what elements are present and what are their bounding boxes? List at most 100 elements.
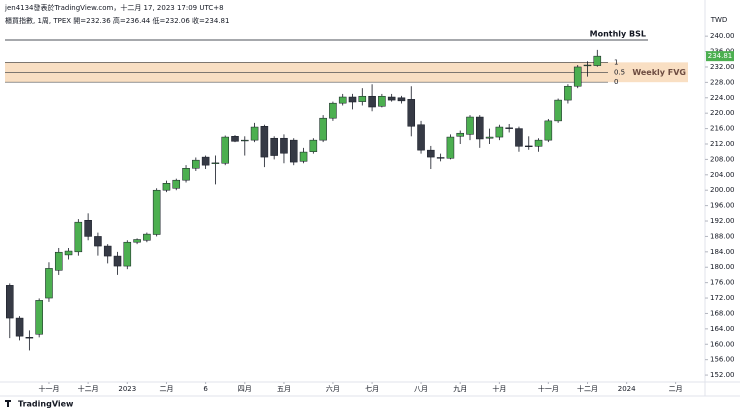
- y-tick-label: 172.00: [710, 294, 735, 302]
- y-tick-label: 204.00: [710, 171, 735, 179]
- candle-body: [64, 250, 73, 256]
- candle-body: [84, 219, 92, 237]
- y-tick-label: 240.00: [710, 32, 735, 40]
- candle-body: [338, 96, 347, 104]
- candle-body: [583, 64, 592, 67]
- candle-body: [250, 126, 259, 141]
- x-tick-label: 九月: [453, 384, 467, 393]
- candle-body: [201, 156, 210, 166]
- candle-body: [466, 116, 474, 135]
- y-tick-label: 200.00: [710, 186, 735, 194]
- y-tick-label: 224.00: [710, 94, 735, 102]
- candle-body: [564, 85, 572, 101]
- candle-body: [436, 157, 445, 159]
- candle-body: [172, 179, 181, 189]
- chart-title: jen4134發表於TradingView.com，十二月 17, 2023 1…: [4, 3, 224, 12]
- y-tick-label: 164.00: [710, 325, 735, 333]
- candle-body: [211, 162, 220, 164]
- candle-body: [515, 128, 523, 147]
- candle-body: [319, 117, 327, 141]
- x-tick-label: 十二月: [78, 384, 99, 393]
- candle-body: [417, 124, 425, 151]
- y-tick-label: 196.00: [710, 202, 735, 210]
- candle-body: [485, 136, 494, 139]
- candle-body: [378, 95, 386, 107]
- candle-body: [573, 66, 582, 87]
- candle-body: [260, 126, 269, 158]
- chart-subtitle: 櫃買指數, 1周, TPEX 開=232.36 高=236.44 低=232.0…: [5, 16, 229, 25]
- bsl-label: Monthly BSL: [590, 30, 646, 39]
- fib-label: 1: [614, 58, 618, 66]
- y-tick-label: 152.00: [710, 371, 735, 379]
- x-tick-label: 2023: [118, 385, 136, 393]
- candle-body: [15, 317, 24, 337]
- candle-body: [54, 251, 63, 271]
- candle-body: [446, 136, 455, 159]
- candle-body: [103, 245, 112, 257]
- candle-body: [113, 255, 122, 267]
- candle-body: [25, 337, 34, 339]
- y-tick-label: 160.00: [710, 340, 735, 348]
- candle-body: [456, 132, 464, 137]
- candle-body: [270, 137, 278, 156]
- y-tick-label: 188.00: [710, 232, 735, 240]
- candle-body: [495, 126, 504, 138]
- candle-body: [309, 139, 318, 152]
- x-tick-label: 十二月: [577, 384, 598, 393]
- x-tick-label: 五月: [277, 385, 291, 393]
- y-tick-label: 232.00: [710, 63, 735, 71]
- candle-body: [476, 116, 484, 140]
- y-tick-label: 192.00: [710, 217, 735, 225]
- y-tick-label: 176.00: [710, 279, 735, 287]
- candle-body: [192, 159, 200, 169]
- y-tick-label: 208.00: [710, 155, 735, 163]
- candle-body: [152, 189, 161, 235]
- y-tick-label: 184.00: [710, 248, 735, 256]
- candle-body: [94, 236, 102, 247]
- last-price-tag: [706, 51, 734, 62]
- candle-body: [182, 168, 190, 181]
- x-tick-label: 七月: [365, 384, 379, 393]
- candle-body: [544, 120, 553, 141]
- candle-body: [6, 285, 14, 319]
- y-tick-label: 220.00: [710, 109, 735, 117]
- candle-body: [241, 139, 249, 142]
- candle-body: [123, 241, 132, 267]
- candle-body: [299, 151, 308, 162]
- candle-body: [74, 221, 83, 253]
- x-tick-label: 四月: [238, 385, 252, 393]
- y-tick-label: 156.00: [710, 356, 735, 364]
- x-tick-label: 八月: [414, 385, 428, 393]
- candle-body: [407, 99, 416, 127]
- x-tick-label: 六月: [326, 384, 340, 393]
- zone-label: Weekly FVG: [632, 68, 686, 77]
- x-tick-label: 二月: [669, 385, 683, 393]
- candle-body: [368, 95, 376, 108]
- x-tick-label: 十一月: [538, 384, 559, 393]
- brand: TradingView: [18, 400, 74, 409]
- fib-label: 0: [614, 78, 618, 86]
- brand-icon: [5, 400, 11, 407]
- candle-body: [358, 95, 367, 102]
- x-tick-label: 6: [203, 385, 208, 393]
- candle-body: [348, 96, 357, 103]
- x-tick-label: 十月: [492, 384, 506, 393]
- currency: TWD: [710, 16, 728, 24]
- candle-body: [505, 127, 513, 129]
- candle-body: [45, 268, 53, 299]
- candle-body: [387, 96, 396, 101]
- candle-body: [427, 149, 435, 158]
- x-tick-label: 2024: [618, 385, 636, 393]
- candle-body: [289, 139, 298, 163]
- candle-body: [329, 102, 337, 119]
- candle-body: [534, 139, 543, 147]
- y-tick-label: 216.00: [710, 125, 735, 133]
- x-tick-label: 二月: [159, 385, 173, 393]
- x-tick-label: 十一月: [38, 384, 59, 393]
- candle-body: [397, 97, 406, 102]
- candle-body: [524, 145, 533, 147]
- candle-body: [133, 239, 141, 243]
- candle-body: [231, 136, 239, 142]
- y-tick-label: 180.00: [710, 263, 735, 271]
